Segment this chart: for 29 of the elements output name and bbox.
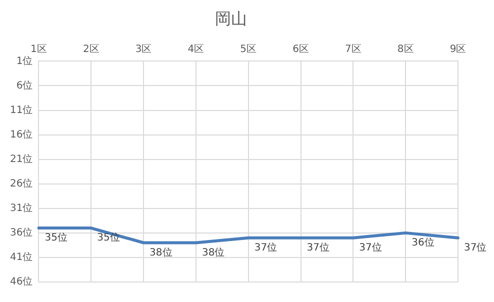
x-tick-label: 7区 [344, 44, 362, 55]
x-tick-label: 8区 [397, 44, 414, 55]
x-tick-label: 2区 [82, 44, 100, 55]
data-label: 35位 [44, 232, 68, 244]
data-label: 35位 [97, 232, 120, 244]
y-tick-label: 11位 [10, 104, 33, 116]
x-tick-label: 3区 [135, 44, 152, 55]
x-tick-label: 4区 [188, 44, 204, 55]
y-tick-label: 31位 [10, 202, 33, 214]
x-tick-label: 6区 [292, 44, 309, 55]
chart-title: 岡山 [215, 8, 247, 28]
y-tick-label: 26位 [10, 177, 33, 190]
y-tick-label: 36位 [10, 226, 33, 239]
x-tick-label: 9区 [450, 44, 466, 55]
y-tick-label: 46位 [10, 276, 33, 288]
y-tick-label: 1位 [16, 54, 33, 67]
y-tick-label: 41位 [10, 251, 33, 264]
data-label: 37位 [464, 241, 487, 254]
data-label: 36位 [412, 236, 434, 249]
y-tick-label: 6位 [16, 79, 33, 92]
x-tick-label: 1区 [30, 44, 47, 55]
x-tick-label: 5区 [240, 44, 257, 55]
y-tick-label: 16位 [10, 128, 33, 140]
data-label: 37位 [306, 241, 330, 254]
data-label: 38位 [150, 246, 172, 258]
y-tick-label: 21位 [10, 152, 33, 165]
data-label: 37位 [359, 241, 382, 254]
data-label: 37位 [254, 241, 278, 254]
data-label: 38位 [202, 246, 225, 258]
